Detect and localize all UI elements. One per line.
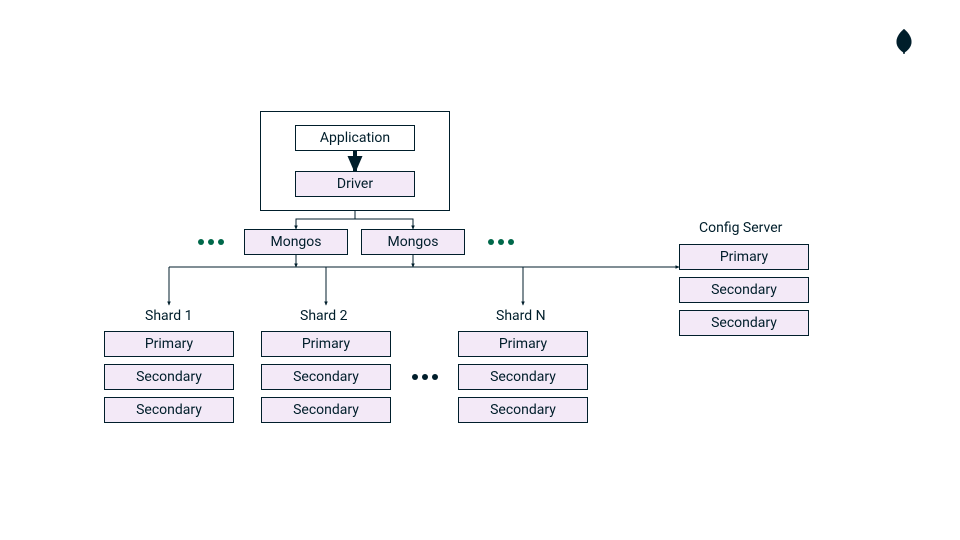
node-shardn-sec1: Secondary [458,364,588,390]
node-shard1-sec1: Secondary [104,364,234,390]
node-driver: Driver [295,171,415,197]
node-mongos-1: Mongos [244,229,348,255]
node-shard2-sec1: Secondary [261,364,391,390]
label-shard-2: Shard 2 [300,308,348,324]
connector-lines [0,0,960,540]
mongodb-leaf-icon [893,28,915,58]
node-shard2-primary: Primary [261,331,391,357]
ellipsis-left [198,239,224,245]
node-shard1-sec2: Secondary [104,397,234,423]
node-shard2-sec2: Secondary [261,397,391,423]
node-mongos-2: Mongos [361,229,465,255]
node-shard1-primary: Primary [104,331,234,357]
ellipsis-right [488,239,514,245]
ellipsis-middle [412,374,438,380]
node-shardn-sec2: Secondary [458,397,588,423]
node-shardn-primary: Primary [458,331,588,357]
node-config-sec2: Secondary [679,310,809,336]
label-shard-n: Shard N [496,308,546,324]
node-application: Application [295,125,415,151]
node-config-primary: Primary [679,244,809,270]
label-shard-1: Shard 1 [145,308,193,324]
label-config-server: Config Server [699,220,782,236]
node-config-sec1: Secondary [679,277,809,303]
